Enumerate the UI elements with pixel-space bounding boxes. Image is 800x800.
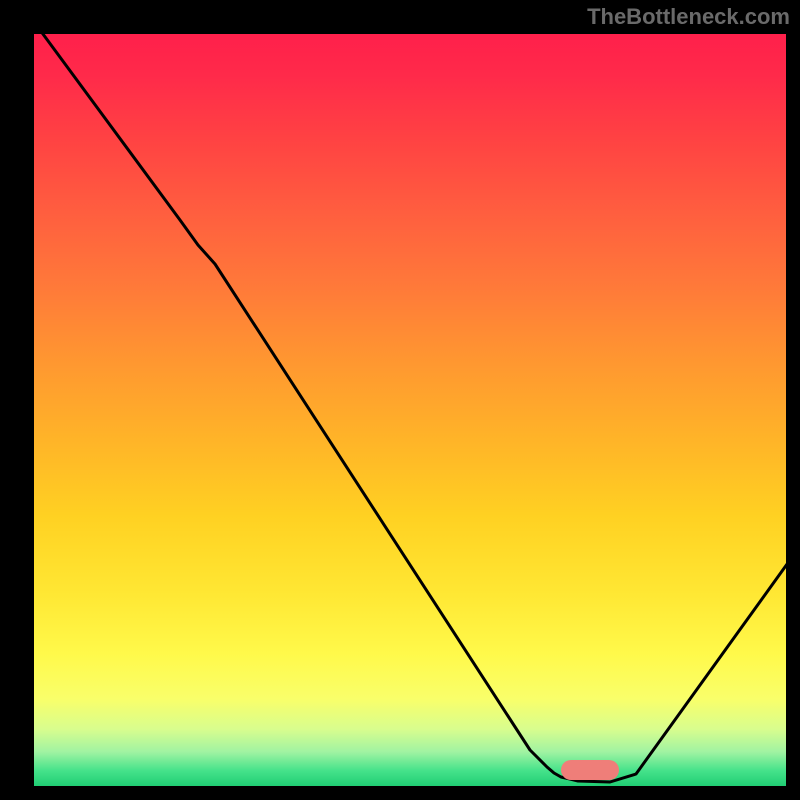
plot-frame: [30, 30, 790, 790]
watermark-text: TheBottleneck.com: [587, 4, 790, 30]
